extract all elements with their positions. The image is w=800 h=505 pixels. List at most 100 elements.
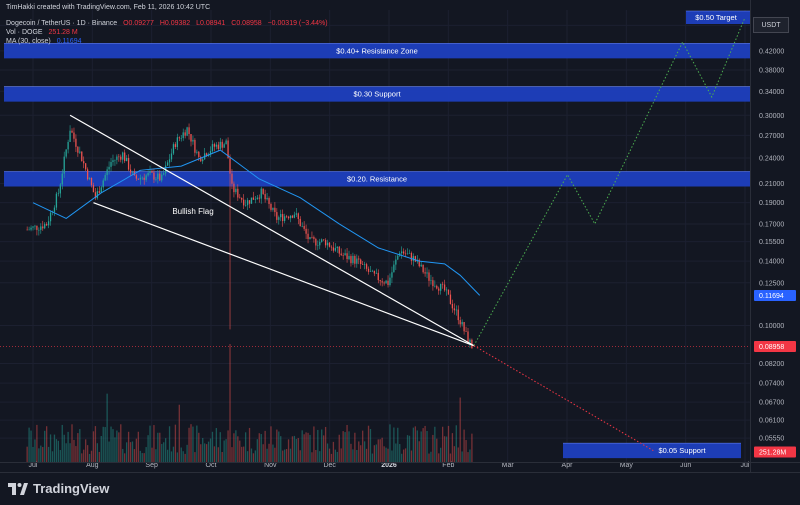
volume-bar: [336, 451, 338, 462]
candle-body: [53, 207, 56, 212]
volume-bar: [348, 431, 350, 462]
candle-body: [104, 175, 106, 181]
candle-body: [309, 237, 311, 240]
candle-body: [441, 283, 444, 285]
ohlc-high: H0.09382: [159, 20, 191, 27]
volume-bar: [188, 427, 190, 462]
ma-legend[interactable]: MA (30, close) 0.11694: [6, 37, 86, 46]
candle-body: [445, 289, 448, 291]
volume-bar: [459, 397, 461, 462]
candle-body: [434, 285, 436, 287]
volume-bar: [334, 449, 337, 462]
volume-bar: [303, 434, 305, 462]
candles: [26, 123, 473, 349]
candle-body: [49, 212, 52, 222]
volume-bar: [469, 449, 471, 462]
volume-bar: [59, 450, 61, 462]
volume-bar: [463, 429, 465, 462]
candle-body: [383, 282, 385, 284]
price-tick-label: 0.30000: [759, 113, 784, 120]
candle-body: [69, 130, 71, 142]
currency-selector[interactable]: USDT: [753, 17, 789, 33]
candle-body: [402, 251, 405, 254]
zone-band: [4, 86, 750, 102]
candle-body: [338, 246, 340, 254]
candle-body: [178, 137, 180, 139]
candle-body: [135, 175, 138, 179]
symbol-name[interactable]: Dogecoin / TetherUS · 1D · Binance: [6, 20, 118, 27]
candle-body: [176, 137, 179, 147]
candle-body: [453, 308, 455, 311]
time-tick-label: Nov: [264, 462, 277, 469]
time-tick-label: Apr: [562, 462, 574, 469]
candle-body: [231, 173, 233, 184]
volume-bar: [153, 425, 155, 462]
volume-bar: [373, 445, 376, 462]
volume-bar: [254, 450, 257, 462]
volume-bar: [393, 427, 395, 462]
candle-body: [356, 258, 358, 264]
volume-bar: [326, 443, 329, 462]
volume-bar: [252, 453, 255, 462]
volume-bar: [313, 426, 315, 462]
volume-bar: [157, 432, 159, 462]
volume-bar: [227, 430, 229, 462]
candle-body: [194, 139, 196, 153]
volume-bar: [282, 450, 284, 462]
volume-legend[interactable]: Vol · DOGE 251.28 M: [6, 28, 82, 37]
volume-bar: [362, 430, 364, 462]
volume-bar: [467, 452, 469, 462]
price-axis: 0.480000.420000.380000.340000.300000.270…: [759, 23, 784, 443]
candle-body: [440, 283, 442, 291]
candle-body: [139, 177, 141, 180]
volume-bar: [77, 433, 79, 462]
volume-bar: [46, 426, 48, 462]
candle-body: [301, 226, 303, 227]
volume-bar: [139, 450, 141, 462]
zone-label: $0.30 Support: [353, 90, 401, 99]
time-tick-label: Dec: [323, 462, 336, 469]
candle-body: [92, 185, 95, 193]
volume-bar: [461, 451, 463, 462]
candle-body: [465, 331, 467, 332]
ohlc-change: −0.00319 (−3.44%): [267, 20, 328, 27]
candle-body: [360, 259, 362, 265]
candle-body: [451, 303, 454, 309]
candle-body: [174, 144, 177, 147]
price-tick-label: 0.15500: [759, 239, 784, 246]
volume-bar: [416, 430, 418, 462]
candle-body: [202, 159, 204, 162]
candle-body: [268, 198, 270, 204]
footer-bar: TradingView: [0, 472, 800, 505]
zone-label: $0.05 Support: [658, 446, 706, 455]
volume-bar: [106, 393, 108, 462]
candle-body: [362, 264, 364, 265]
candle-body: [432, 280, 434, 287]
volume-bar: [98, 451, 100, 462]
volume-bar: [262, 444, 264, 462]
candle-body: [225, 140, 227, 145]
candle-body: [278, 217, 280, 220]
tradingview-logo[interactable]: TradingView: [8, 481, 109, 496]
time-tick-label: Feb: [442, 462, 454, 469]
candle-body: [389, 277, 391, 285]
flag-upper-line: [69, 114, 475, 347]
candle-body: [418, 259, 420, 267]
volume-bar: [155, 449, 157, 462]
volume-bar: [367, 425, 370, 462]
candle-body: [118, 156, 120, 158]
volume-bar: [241, 446, 243, 462]
volume-bar: [307, 432, 309, 462]
candle-body: [436, 285, 438, 289]
volume-bar: [340, 448, 342, 462]
volume-bar: [86, 445, 89, 462]
volume-bar: [315, 449, 317, 462]
candle-body: [106, 169, 108, 176]
volume-bar: [410, 450, 413, 462]
candle-body: [125, 157, 128, 162]
candle-body: [120, 156, 122, 160]
price-tick-label: 0.27000: [759, 133, 784, 140]
volume-bar: [465, 440, 467, 462]
ohlc-open: O0.09277: [123, 20, 154, 27]
